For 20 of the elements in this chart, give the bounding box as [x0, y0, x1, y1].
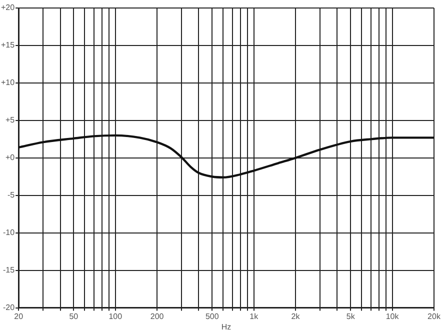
x-tick-label: 20 — [14, 312, 24, 321]
y-tick-label: -20 — [3, 303, 16, 312]
y-tick-label: +10 — [0, 78, 16, 88]
x-tick-label: 20k — [428, 312, 442, 321]
x-tick-label: 50 — [69, 312, 79, 321]
y-tick-label: +5 — [5, 116, 16, 125]
y-tick-label: -10 — [3, 228, 16, 238]
x-tick-label: 5k — [346, 312, 356, 321]
y-tick-label: +20 — [0, 3, 16, 12]
y-tick-label: -15 — [3, 266, 16, 275]
x-axis-title: Hz — [221, 322, 232, 332]
x-tick-label: 100 — [108, 312, 123, 321]
x-tick-label: 500 — [205, 312, 220, 321]
x-tick-label: 1k — [250, 312, 260, 321]
x-tick-label: 10k — [386, 312, 400, 321]
x-tick-label: 200 — [150, 312, 164, 321]
y-tick-label: +15 — [0, 40, 16, 50]
x-tick-label: 2k — [291, 312, 301, 321]
y-tick-label: +0 — [5, 153, 16, 162]
y-tick-label: -5 — [7, 190, 16, 200]
